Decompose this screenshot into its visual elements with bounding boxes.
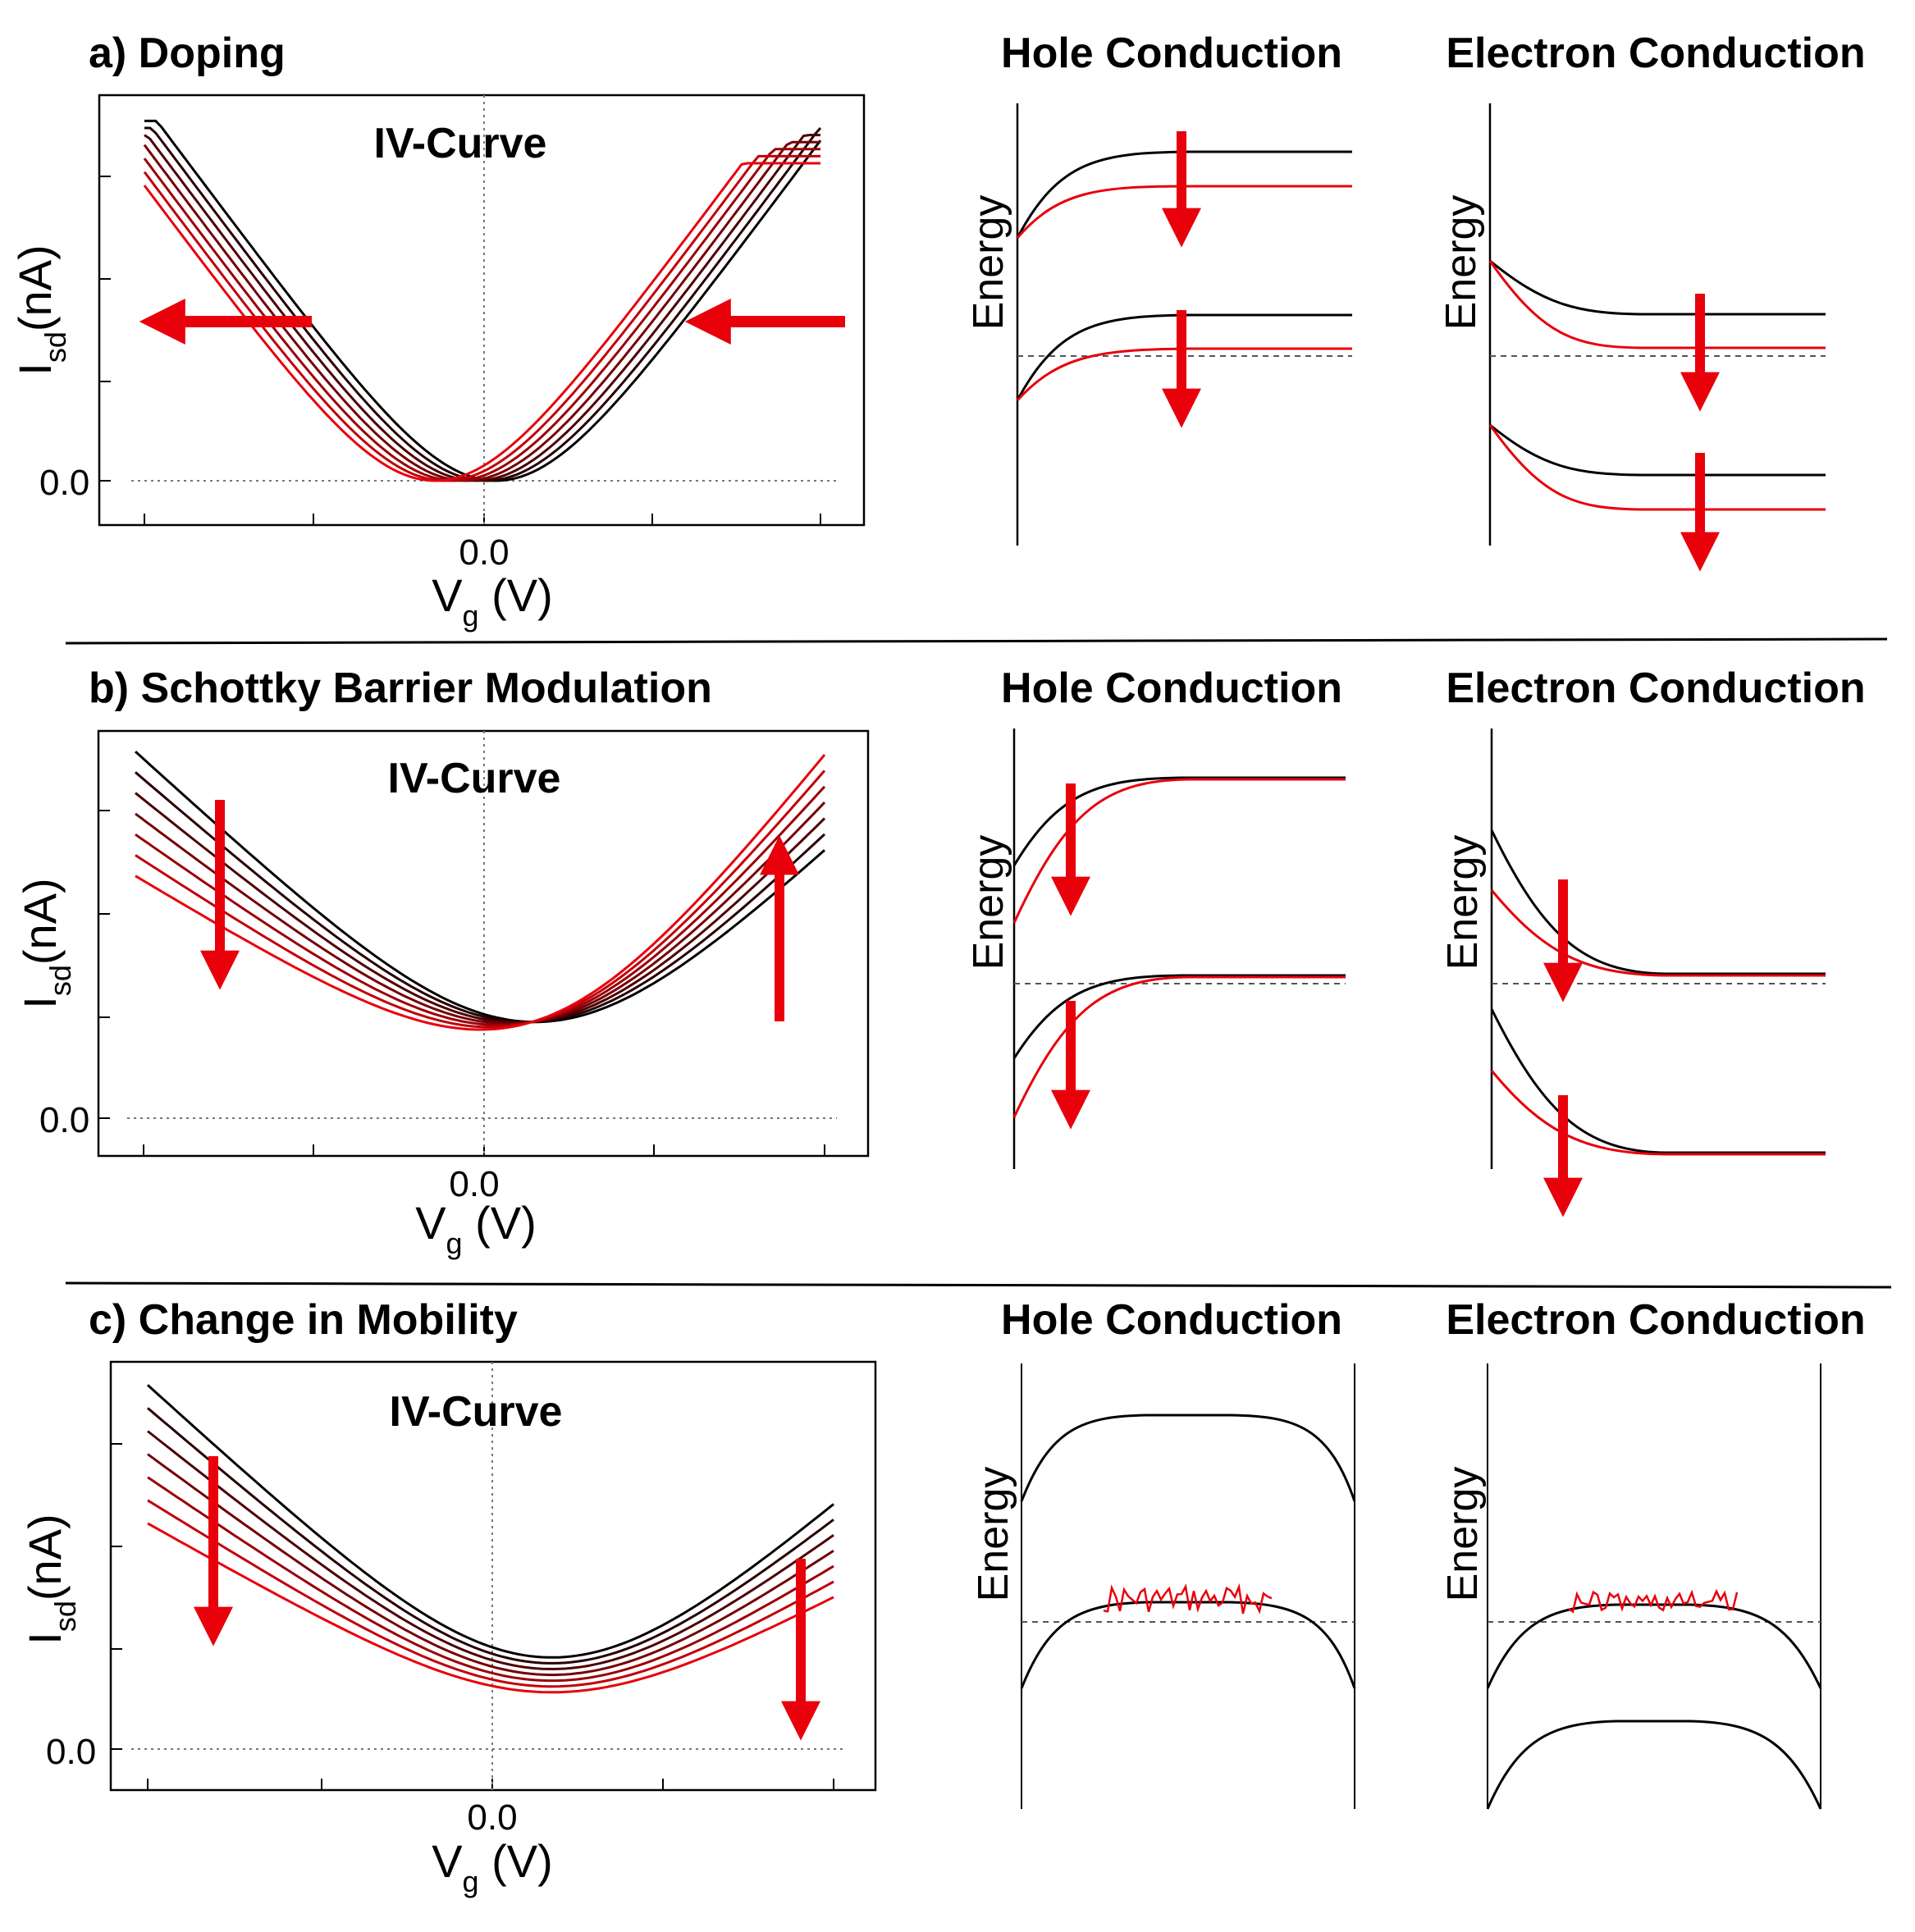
panel-b-hole-energy-label: Energy [965,835,1012,971]
panel-a-electron-band-red [1488,260,1826,349]
panel-b-iv-curve-7 [135,754,826,1031]
panel-a-iv-ticks [99,176,821,525]
panel-c-electron-title: Electron Conduction [1446,1296,1865,1344]
separator-bc [65,1281,1892,1289]
panel-c-hole-noise [1103,1583,1273,1615]
panel-c: c) Change in Mobility Hole Conduction El… [19,1296,1866,1898]
panel-a-hole-band-red [1016,185,1352,239]
panel-c-iv-curve-6 [147,1499,834,1688]
panel-c-hole-diagram: Energy [970,1363,1356,1809]
panel-a-y-label: Isd(nA) [9,244,72,375]
panel-a-x-label: Vg (V) [432,569,553,633]
panel-a-iv-curve-5 [143,148,820,482]
panel-a-hole-band2-red [1016,347,1352,402]
panel-c-electron-noise [1568,1588,1739,1614]
panel-c-iv-curve-2 [147,1407,834,1665]
panel-b-hole-band2-red [1012,975,1346,1118]
panel-c-electron-diagram: Energy [1439,1363,1822,1810]
panel-a-electron-band-black [1489,259,1826,316]
panel-b-iv-curve-4 [135,802,826,1025]
panel-a-electron-band2-red [1488,424,1826,511]
panel-a-iv-frame [98,94,866,527]
panel-c-hole-band-bottom [1020,1601,1356,1689]
panel-a-y-tick: 0.0 [39,463,89,503]
panel-b-hole-band2-black [1012,974,1346,1059]
panel-a-iv-chart: IV-Curve 0.0 0.0 Vg (V) Isd(nA) [9,94,866,633]
panel-b-electron-diagram: Energy [1439,728,1826,1217]
panel-c-iv-curve-4 [147,1453,834,1677]
panel-a-electron-title: Electron Conduction [1446,30,1865,77]
panel-a-iv-curve-7 [143,162,820,482]
panel-c-hole-band-top [1020,1414,1356,1502]
panel-a-hole-energy-label: Energy [965,195,1012,331]
panel-c-electron-band-bottom [1486,1720,1822,1810]
panel-b-title: b) Schottky Barrier Modulation [89,665,712,712]
panel-a-iv-title: IV-Curve [374,120,547,167]
panel-c-iv-curves [146,1384,834,1694]
panel-c-y-label: Isd(nA) [19,1514,82,1644]
panel-b-x-tick: 0.0 [449,1164,499,1204]
panel-a-hole-diagram: Energy [965,103,1352,546]
panel-c-iv-title: IV-Curve [390,1388,563,1436]
panel-b-iv-curve-2 [135,771,826,1024]
panel-c-x-label: Vg (V) [432,1835,553,1898]
panel-b-iv-title: IV-Curve [388,755,561,802]
panel-c-iv-curve-3 [147,1430,834,1671]
panel-c-iv-chart: IV-Curve 0.0 0.0 Vg (V) Isd(nA) [19,1360,877,1898]
panel-b-electron-title: Electron Conduction [1446,665,1865,712]
panel-b-iv-ticks [98,810,825,1156]
panel-b-iv-curve-1 [134,750,825,1024]
panel-c-electron-energy-label: Energy [1439,1467,1487,1602]
panel-c-iv-curve-5 [147,1476,834,1683]
panel-b: b) Schottky Barrier Modulation Hole Cond… [14,665,1866,1260]
panel-a-electron-diagram: Energy [1437,103,1826,572]
panel-c-hole-energy-label: Energy [970,1467,1017,1602]
panel-a-iv-curve-3 [144,134,820,482]
panel-b-iv-curve-5 [135,785,826,1026]
panel-b-x-label: Vg (V) [415,1197,537,1260]
panel-c-electron-band-top [1486,1603,1822,1689]
panel-b-hole-band-black [1012,776,1346,866]
panel-b-hole-band-red [1012,778,1346,924]
panel-a-title: a) Doping [89,30,286,77]
panel-b-electron-band2-red [1490,1070,1826,1156]
panel-a-electron-energy-label: Energy [1437,195,1485,331]
panel-b-iv-curve-6 [135,770,826,1029]
panel-b-iv-chart: IV-Curve 0.0 0.0 Vg (V) Isd(nA) [14,729,870,1260]
panel-a-hole-title: Hole Conduction [1001,30,1342,77]
panel-b-electron-band-red [1490,889,1826,977]
panel-b-electron-band-black [1490,829,1826,975]
separator-ab [65,637,1888,645]
panel-a-x-tick: 0.0 [459,532,509,573]
panel-b-electron-energy-label: Energy [1439,835,1487,971]
panel-c-hole-title: Hole Conduction [1001,1296,1342,1344]
panel-b-iv-curve-3 [135,792,826,1025]
panel-b-iv-curves [134,750,826,1031]
panel-b-hole-diagram: Energy [965,728,1346,1169]
panel-c-title: c) Change in Mobility [89,1296,518,1344]
panel-a-iv-curves [143,119,822,482]
panel-b-y-label: Isd(nA) [14,878,77,1008]
panel-c-iv-curve-1 [146,1384,834,1659]
panel-a-iv-curve-1 [144,119,822,482]
panel-c-iv-curve-7 [147,1522,834,1694]
panel-b-y-tick: 0.0 [39,1100,89,1140]
panel-a-electron-band2-black [1489,423,1826,477]
panel-a-hole-band-black [1016,150,1352,239]
panel-a: a) Doping Hole Conduction Electron Condu… [9,30,1866,633]
panel-c-y-tick: 0.0 [46,1732,96,1772]
panel-c-x-tick: 0.0 [467,1797,517,1838]
panel-a-hole-band2-black [1016,313,1352,401]
panel-b-electron-band2-black [1490,1008,1826,1154]
panel-b-hole-title: Hole Conduction [1001,665,1342,712]
panel-a-iv-curve-4 [143,140,820,482]
panel-c-iv-ticks [111,1443,834,1790]
